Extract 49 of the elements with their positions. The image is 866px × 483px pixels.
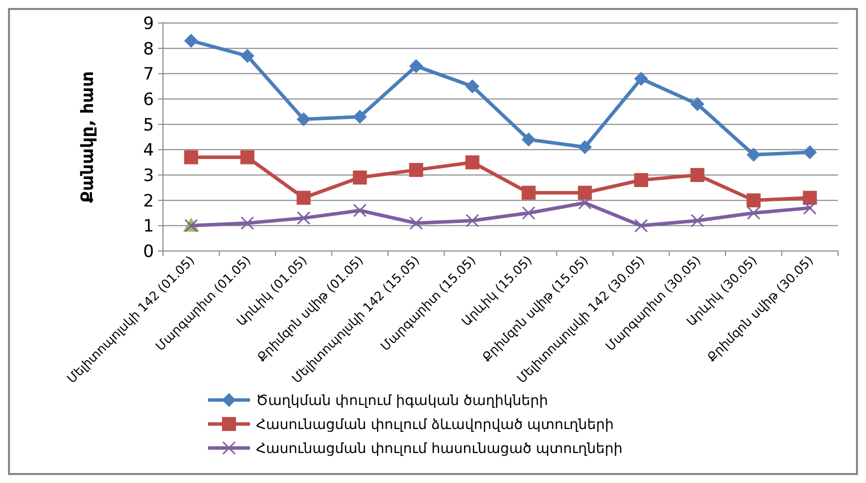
point — [353, 204, 367, 218]
y-tick-label: 6 — [143, 90, 154, 110]
point — [296, 211, 310, 225]
point — [746, 206, 760, 220]
y-tick-label: 0 — [143, 242, 154, 262]
point — [746, 148, 761, 162]
y-axis-title: Քանակը, հատ — [78, 71, 98, 203]
point — [522, 206, 536, 220]
point — [634, 218, 648, 232]
point — [409, 59, 424, 74]
point — [690, 214, 704, 228]
point — [465, 155, 480, 170]
y-tick-label: 5 — [143, 115, 154, 136]
y-tick-label: 3 — [143, 166, 154, 186]
point — [690, 97, 704, 112]
legend-label: Հասունացման փուլում հասունացած պտուղների — [256, 440, 622, 457]
point — [296, 190, 311, 205]
point — [409, 162, 424, 177]
point — [522, 132, 536, 147]
point — [240, 150, 254, 164]
y-tick-label: 1 — [143, 216, 154, 237]
point — [802, 145, 817, 160]
y-tick-label: 7 — [143, 64, 154, 85]
y-tick-label: 4 — [143, 140, 154, 161]
point — [634, 72, 648, 86]
y-tick-label: 2 — [143, 191, 154, 212]
y-tick-label: 9 — [143, 14, 154, 34]
point — [802, 190, 817, 205]
point — [690, 168, 704, 182]
point — [578, 186, 592, 200]
point — [522, 186, 536, 200]
point — [240, 48, 254, 63]
point — [352, 170, 367, 185]
point — [634, 173, 648, 188]
point — [578, 140, 592, 154]
point — [746, 193, 761, 208]
point — [352, 110, 367, 124]
point — [184, 34, 198, 48]
point — [184, 150, 198, 164]
point — [578, 196, 592, 210]
y-tick-label: 8 — [143, 39, 154, 60]
point — [409, 216, 423, 230]
point — [240, 216, 254, 230]
point — [466, 214, 480, 228]
point — [465, 79, 480, 94]
legend-label: Հասունացման փուլում ձևավորված պտուղների — [256, 416, 614, 433]
point — [803, 201, 817, 215]
point — [296, 112, 311, 126]
legend-label: Ծաղկման փուլում իգական ծաղիկների — [256, 392, 548, 409]
